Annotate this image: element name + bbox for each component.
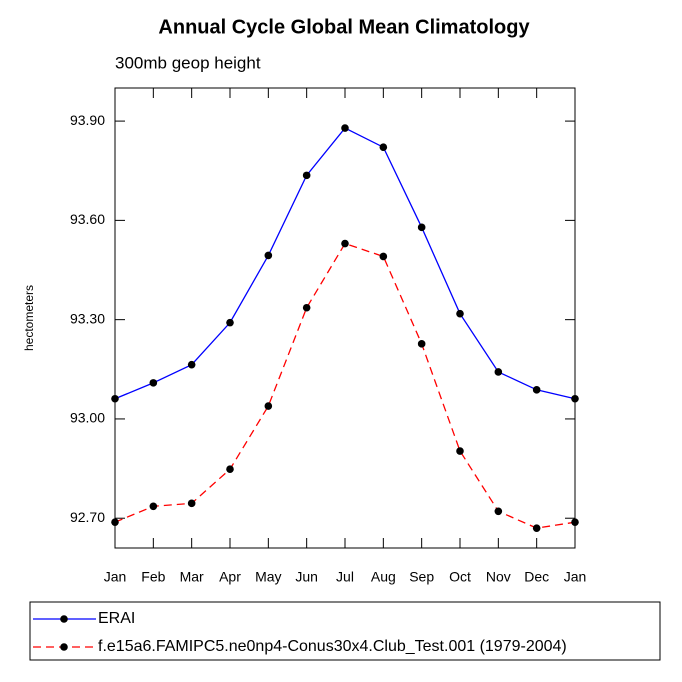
data-point bbox=[379, 143, 388, 152]
x-tick-label: Dec bbox=[524, 569, 549, 585]
x-tick-label: Sep bbox=[409, 569, 434, 585]
y-axis-label: hectometers bbox=[22, 285, 36, 351]
series-line bbox=[114, 242, 576, 529]
x-tick-label: Nov bbox=[486, 569, 511, 585]
x-tick-label: Oct bbox=[449, 569, 471, 585]
data-point bbox=[302, 303, 311, 312]
data-point bbox=[494, 507, 503, 516]
data-point bbox=[302, 171, 311, 180]
data-point bbox=[571, 394, 579, 403]
data-point bbox=[571, 518, 579, 526]
data-point bbox=[226, 318, 234, 327]
data-point bbox=[187, 360, 196, 369]
data-point bbox=[456, 447, 464, 455]
x-tick-label: Apr bbox=[219, 569, 241, 585]
chart-title: Annual Cycle Global Mean Climatology bbox=[158, 16, 530, 38]
data-point bbox=[379, 252, 388, 261]
y-tick-label: 92.70 bbox=[70, 509, 105, 525]
legend-label: f.e15a6.FAMIPC5.ne0np4-Conus30x4.Club_Te… bbox=[98, 638, 567, 655]
y-tick-label: 93.00 bbox=[70, 410, 105, 426]
data-point bbox=[417, 340, 426, 348]
y-tick-label: 93.30 bbox=[70, 310, 105, 326]
data-point bbox=[264, 402, 273, 410]
data-point bbox=[494, 368, 503, 376]
x-tick-label: Aug bbox=[371, 569, 396, 585]
legend-marker bbox=[60, 615, 68, 623]
data-point bbox=[187, 499, 196, 508]
x-tick-label: May bbox=[255, 569, 281, 585]
plot-frame bbox=[114, 87, 576, 549]
legend-marker bbox=[60, 643, 68, 651]
data-point bbox=[264, 251, 273, 260]
data-point bbox=[149, 379, 158, 387]
data-point bbox=[532, 386, 541, 394]
data-point bbox=[532, 524, 541, 532]
x-tick-label: Jan bbox=[564, 569, 587, 585]
legend-box bbox=[29, 601, 661, 661]
data-point bbox=[149, 502, 158, 511]
y-tick-label: 93.60 bbox=[70, 211, 105, 227]
series-line bbox=[114, 127, 576, 400]
x-tick-label: Feb bbox=[141, 569, 165, 585]
x-tick-label: Mar bbox=[180, 569, 204, 585]
data-point bbox=[111, 518, 119, 526]
data-point bbox=[417, 223, 426, 232]
x-tick-label: Jul bbox=[336, 569, 354, 585]
chart-subtitle: 300mb geop height bbox=[115, 53, 261, 72]
data-point bbox=[456, 309, 464, 318]
legend-label: ERAI bbox=[98, 610, 135, 627]
data-point bbox=[226, 465, 234, 474]
data-point bbox=[341, 124, 349, 132]
x-tick-label: Jan bbox=[104, 569, 127, 585]
x-tick-label: Jun bbox=[295, 569, 318, 585]
data-point bbox=[341, 239, 349, 248]
data-point bbox=[111, 394, 119, 403]
y-tick-label: 93.90 bbox=[70, 112, 105, 128]
